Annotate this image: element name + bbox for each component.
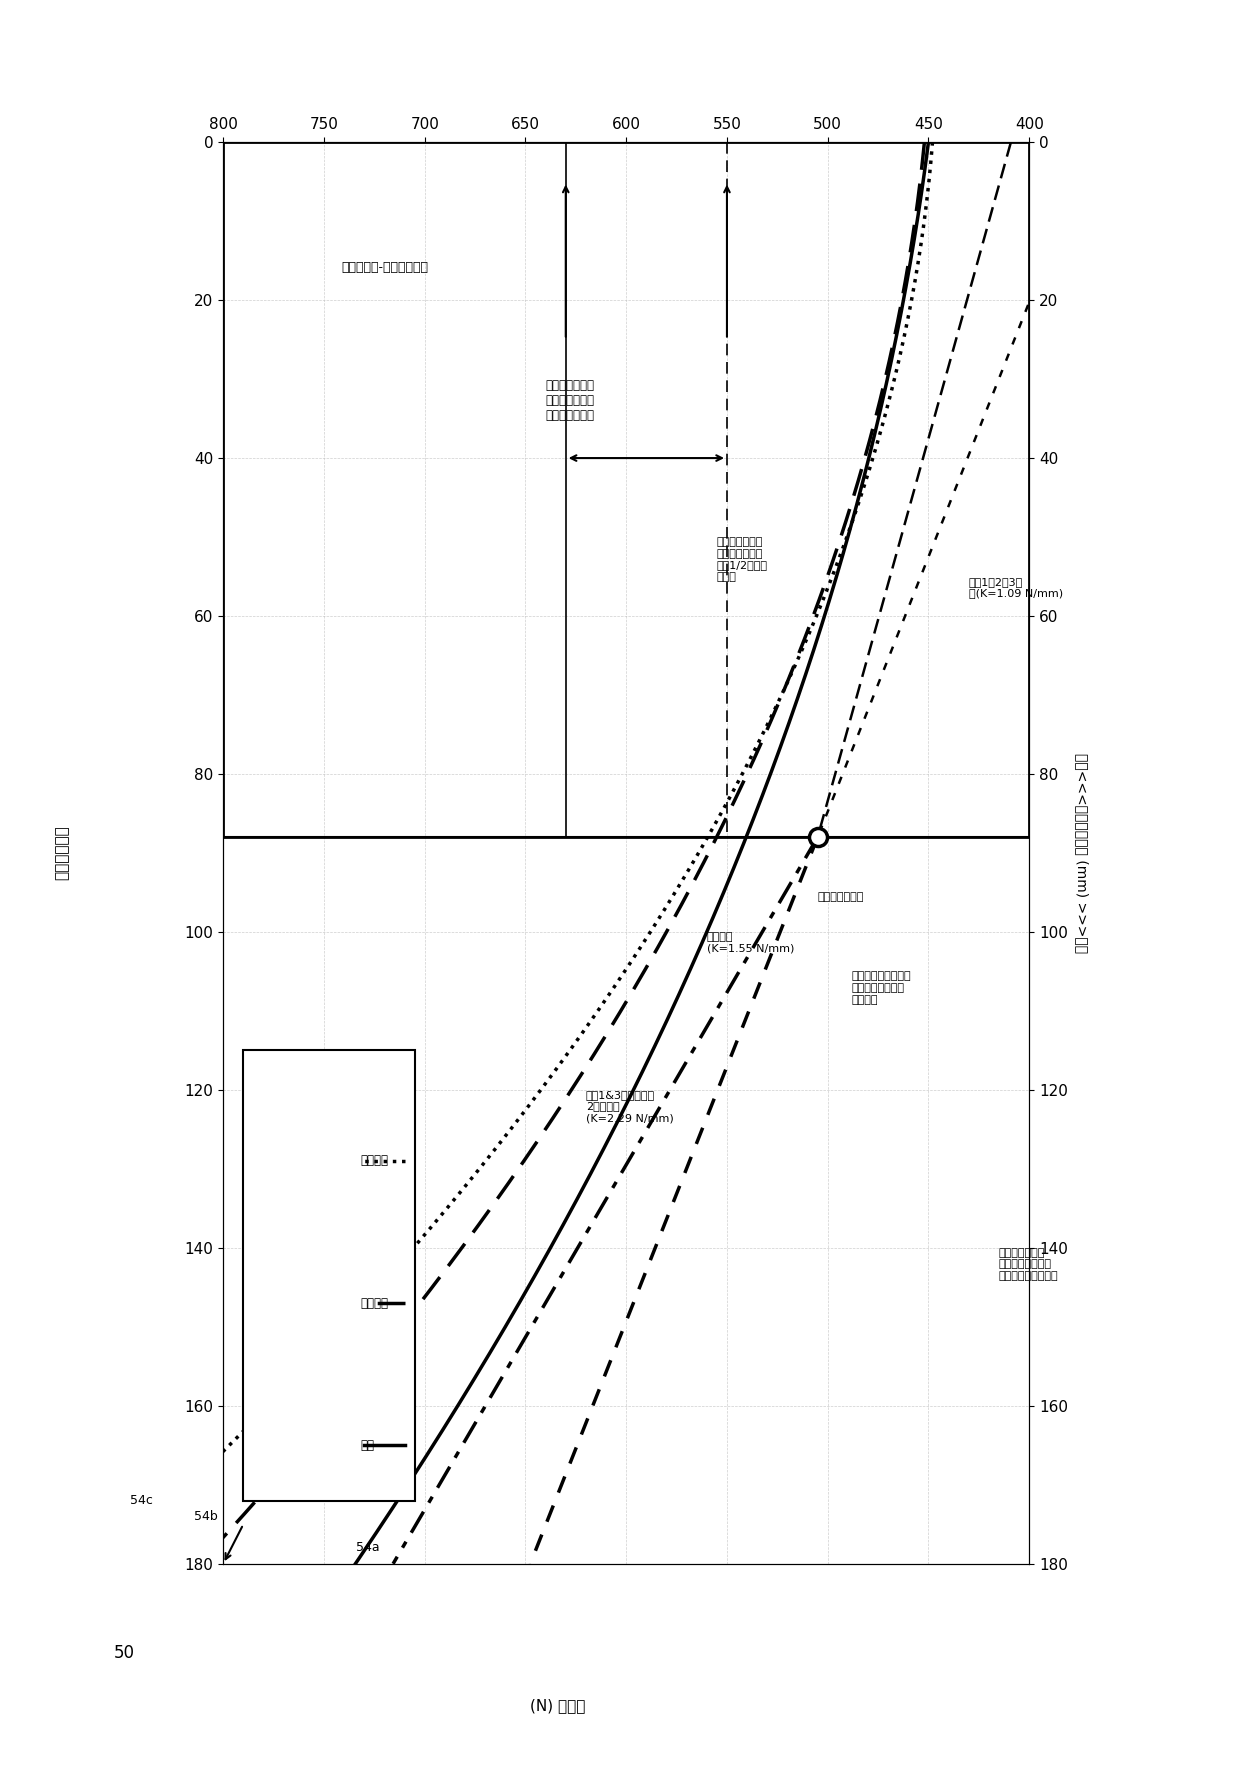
Text: 54a: 54a <box>356 1541 379 1555</box>
Bar <box>243 1050 414 1500</box>
Text: 单个弹簧与门就
停止与保持区域
的约1/2的而后
相匹配: 单个弹簧与门就 停止与保持区域 的约1/2的而后 相匹配 <box>717 537 768 581</box>
Bar <box>223 142 1029 837</box>
Text: 止挡件结束行程: 止挡件结束行程 <box>817 892 864 903</box>
Text: 串联弹簧: 串联弹簧 <box>361 1297 388 1310</box>
Text: 54c: 54c <box>130 1494 153 1507</box>
Text: 串联弹簧与门就
整个停止与保持
区域而言相匹配: 串联弹簧与门就 整个停止与保持 区域而言相匹配 <box>546 379 595 423</box>
Text: 典型的停止-保持行程区域: 典型的停止-保持行程区域 <box>341 261 428 274</box>
Text: 弹簧1&3压缩（弹簧
2未移动）
(K=2.29 N/mm): 弹簧1&3压缩（弹簧 2未移动） (K=2.29 N/mm) <box>585 1089 673 1123</box>
Text: 门力: 门力 <box>361 1439 374 1452</box>
Text: 单个弹簧: 单个弹簧 <box>361 1155 388 1167</box>
Text: 50: 50 <box>114 1644 134 1661</box>
Text: (N) 弹簧力: (N) 弹簧力 <box>531 1699 585 1713</box>
Text: 弹簧1、2和3压
缩(K=1.09 N/mm): 弹簧1、2和3压 缩(K=1.09 N/mm) <box>968 576 1063 599</box>
Text: 单个弹簧需要来
自马达的更多输出
使门从关闭位置打开: 单个弹簧需要来 自马达的更多输出 使门从关闭位置打开 <box>999 1247 1059 1281</box>
Text: 单个弹簧的过大力在
停止并保持区域产
生自升高: 单个弹簧的过大力在 停止并保持区域产 生自升高 <box>852 972 911 1004</box>
Text: 54b: 54b <box>193 1510 217 1523</box>
Text: 线性力与行程: 线性力与行程 <box>55 826 69 880</box>
Text: 单个弹簧
(K=1.55 N/mm): 单个弹簧 (K=1.55 N/mm) <box>707 931 794 954</box>
Y-axis label: 关闭<<<平衡装置行程 (mm) >>>打开: 关闭<<<平衡装置行程 (mm) >>>打开 <box>1075 753 1089 952</box>
